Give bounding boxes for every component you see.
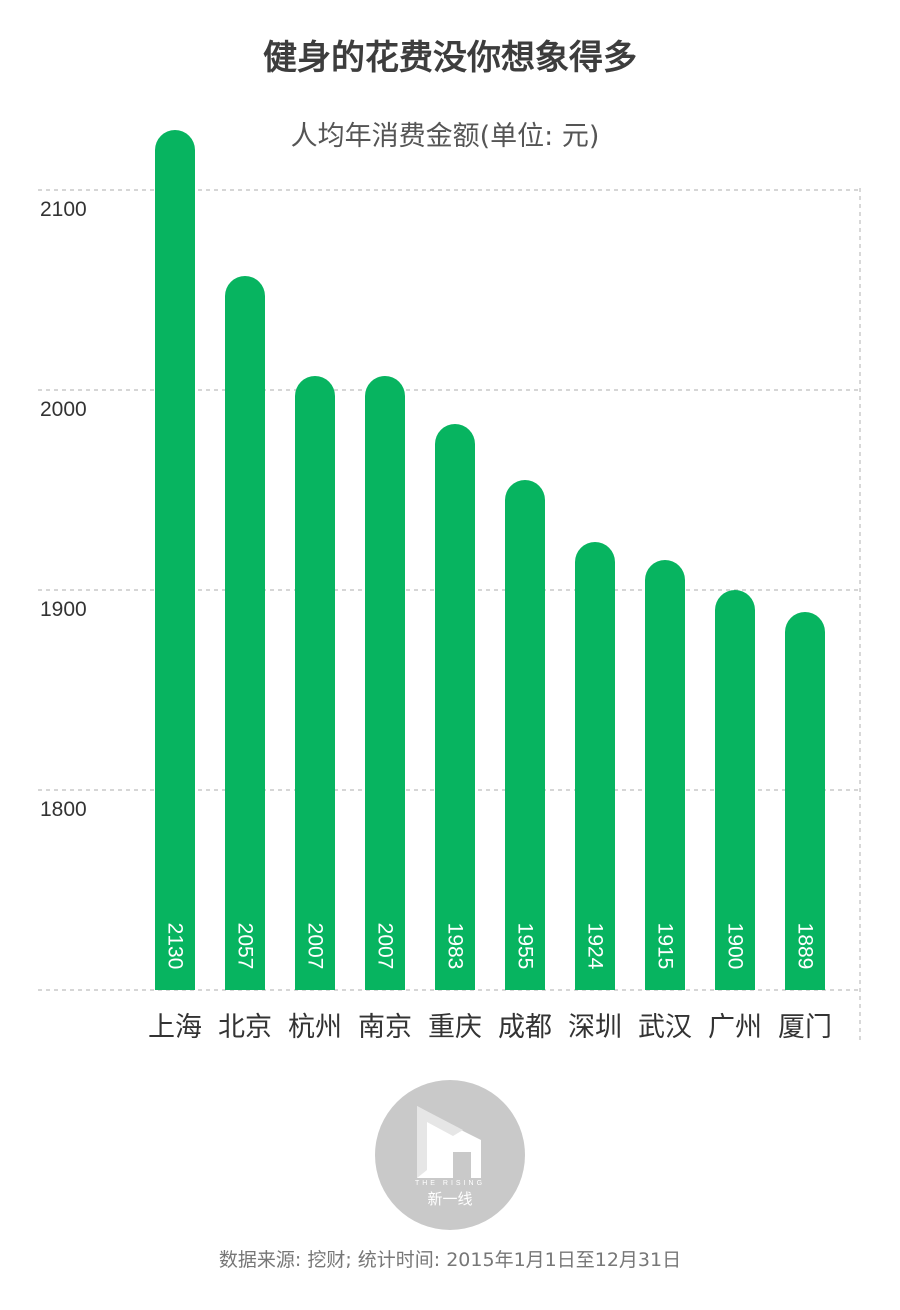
bar-武汉 bbox=[645, 560, 685, 990]
x-tick-label: 深圳 bbox=[568, 1012, 622, 1043]
x-tick-label: 广州 bbox=[708, 1012, 762, 1043]
x-axis: 上海 北京 杭州 南京 重庆 成都 深圳 武汉 广州 厦门 bbox=[148, 1012, 832, 1043]
bar-value-label: 2007 bbox=[304, 923, 327, 970]
logo-text-en: THE RISING bbox=[414, 1180, 486, 1187]
bar-value-label: 2007 bbox=[374, 923, 397, 970]
y-tick-label: 2100 bbox=[40, 198, 87, 221]
logo-text-cn: 新一线 bbox=[427, 1190, 473, 1208]
bar-value-label: 2130 bbox=[164, 923, 187, 970]
x-tick-label: 厦门 bbox=[778, 1012, 832, 1043]
bar-value-label: 1889 bbox=[794, 923, 817, 970]
bar-广州 bbox=[715, 590, 755, 990]
x-tick-label: 南京 bbox=[358, 1012, 412, 1043]
bar-value-label: 1915 bbox=[654, 923, 677, 970]
bar-南京 bbox=[365, 376, 405, 990]
bar-layer: 2130 2057 2007 2007 1983 1955 1924 1915 1900 1889 bbox=[155, 130, 825, 990]
y-tick-label: 2000 bbox=[40, 398, 87, 421]
y-tick-label: 1900 bbox=[40, 598, 87, 621]
bar-value-label: 1955 bbox=[514, 923, 537, 970]
bar-北京 bbox=[225, 276, 265, 990]
x-tick-label: 重庆 bbox=[428, 1012, 482, 1043]
x-tick-label: 武汉 bbox=[638, 1012, 692, 1043]
bar-深圳 bbox=[575, 542, 615, 990]
chart-title: 健身的花费没你想象得多 bbox=[263, 38, 637, 78]
x-tick-label: 北京 bbox=[218, 1012, 272, 1043]
bar-value-label: 1900 bbox=[724, 923, 747, 970]
y-tick-label: 1800 bbox=[40, 798, 87, 821]
data-source-note: 数据来源: 挖财; 统计时间: 2015年1月1日至12月31日 bbox=[218, 1249, 682, 1271]
bar-杭州 bbox=[295, 376, 335, 990]
x-tick-label: 上海 bbox=[148, 1012, 202, 1043]
chart-subtitle: 人均年消费金额(单位: 元) bbox=[291, 121, 600, 152]
bar-厦门 bbox=[785, 612, 825, 990]
bar-上海 bbox=[155, 130, 195, 990]
bar-value-label: 1983 bbox=[444, 923, 467, 970]
bar-成都 bbox=[505, 480, 545, 990]
logo: THE RISING 新一线 bbox=[375, 1080, 525, 1230]
x-tick-label: 杭州 bbox=[288, 1012, 342, 1043]
bar-value-label: 2057 bbox=[234, 923, 257, 970]
bar-重庆 bbox=[435, 424, 475, 990]
play-icon bbox=[417, 1106, 481, 1178]
bar-value-label: 1924 bbox=[584, 923, 607, 970]
x-tick-label: 成都 bbox=[498, 1012, 552, 1043]
